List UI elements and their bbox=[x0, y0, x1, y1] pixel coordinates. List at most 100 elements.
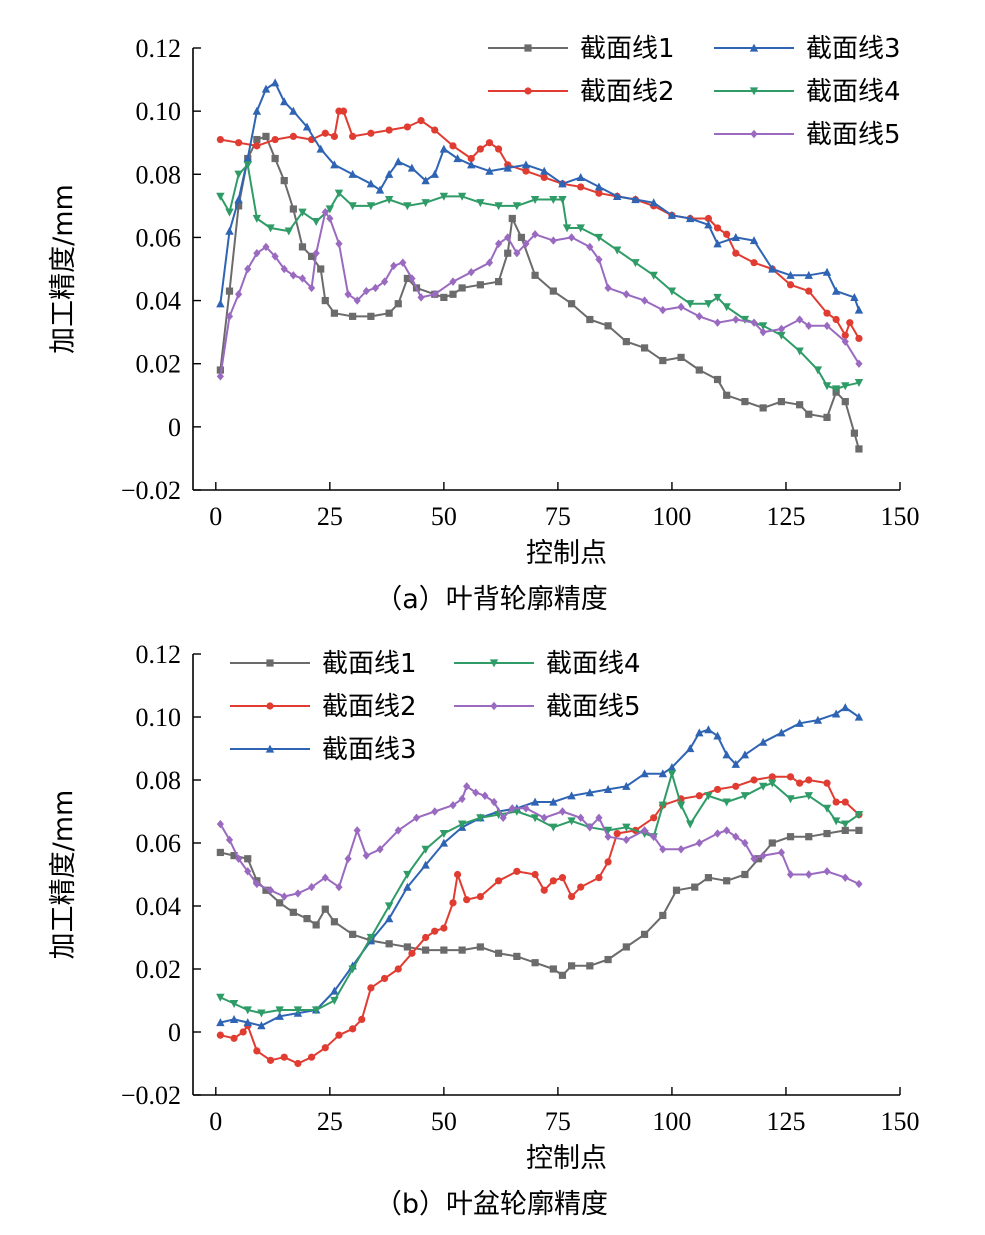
data-point bbox=[403, 870, 412, 879]
data-point bbox=[741, 398, 749, 406]
data-point bbox=[344, 854, 352, 863]
data-point bbox=[758, 322, 768, 331]
data-point bbox=[850, 293, 859, 302]
data-point bbox=[723, 391, 731, 399]
data-point bbox=[275, 1006, 284, 1015]
data-point bbox=[822, 267, 832, 276]
data-point bbox=[394, 300, 402, 308]
data-point bbox=[235, 290, 243, 299]
data-point bbox=[403, 943, 411, 951]
data-point bbox=[540, 813, 548, 822]
data-point bbox=[431, 290, 439, 299]
data-point bbox=[640, 296, 649, 305]
data-point bbox=[230, 1034, 238, 1042]
data-point bbox=[225, 312, 234, 321]
data-point bbox=[777, 728, 786, 737]
data-point bbox=[230, 852, 238, 860]
data-point bbox=[439, 192, 449, 201]
data-point bbox=[385, 940, 393, 948]
data-point bbox=[316, 144, 325, 153]
data-point bbox=[804, 270, 813, 279]
data-point bbox=[252, 214, 262, 223]
data-point bbox=[289, 271, 297, 280]
data-point bbox=[854, 379, 864, 388]
legend-marker bbox=[749, 87, 759, 96]
data-point bbox=[768, 264, 777, 273]
data-point bbox=[271, 135, 279, 144]
legend-label: 截面线3 bbox=[806, 34, 901, 64]
data-point bbox=[640, 344, 649, 352]
data-point bbox=[311, 218, 321, 227]
y-tick-label: 0.02 bbox=[136, 955, 182, 984]
data-point bbox=[855, 879, 863, 889]
chart-panel-a: 0 25 50 75 100 125 150 −0.02 0 0.02 0.04 0.06 0.08 0.… bbox=[48, 34, 920, 615]
data-point bbox=[375, 185, 385, 194]
data-point bbox=[407, 163, 417, 172]
y-tick-label: 0.10 bbox=[136, 97, 182, 126]
data-point bbox=[325, 205, 335, 214]
data-point bbox=[854, 811, 864, 820]
data-point bbox=[549, 287, 557, 295]
data-point bbox=[549, 823, 558, 832]
data-point bbox=[440, 924, 448, 932]
data-point bbox=[453, 154, 462, 163]
data-point bbox=[339, 107, 348, 115]
data-point bbox=[667, 210, 677, 219]
data-point bbox=[713, 375, 722, 384]
series-path bbox=[220, 706, 860, 1027]
data-point bbox=[758, 737, 768, 746]
data-point bbox=[394, 826, 402, 835]
data-point bbox=[243, 154, 252, 163]
legend-marker bbox=[266, 702, 274, 710]
series-line-2 bbox=[216, 773, 863, 1068]
data-point bbox=[522, 167, 530, 175]
data-point bbox=[439, 144, 449, 153]
data-point bbox=[577, 813, 585, 822]
data-point bbox=[307, 882, 316, 892]
data-point bbox=[723, 826, 731, 835]
data-point bbox=[421, 176, 430, 185]
legend-label: 截面线1 bbox=[580, 34, 675, 64]
data-point bbox=[732, 832, 740, 841]
data-point bbox=[390, 261, 398, 271]
data-point bbox=[504, 233, 512, 242]
data-point bbox=[531, 870, 539, 879]
data-point bbox=[622, 338, 630, 346]
data-point bbox=[831, 286, 841, 295]
data-point bbox=[604, 832, 612, 841]
data-point bbox=[786, 795, 795, 804]
data-point bbox=[225, 226, 234, 235]
data-point bbox=[353, 296, 361, 305]
data-point bbox=[326, 214, 334, 223]
data-point bbox=[467, 160, 476, 169]
data-point bbox=[685, 214, 695, 223]
y-tick-label: 0.04 bbox=[136, 892, 182, 921]
data-point bbox=[713, 239, 722, 248]
legend-item: 截面线2 bbox=[488, 77, 675, 107]
data-point bbox=[740, 750, 750, 759]
data-point bbox=[586, 315, 594, 324]
data-point bbox=[385, 309, 393, 317]
data-point bbox=[276, 899, 284, 907]
data-point bbox=[403, 202, 412, 211]
data-point bbox=[640, 826, 649, 835]
data-point bbox=[330, 996, 339, 1005]
y-tick-label: 0 bbox=[168, 1018, 181, 1047]
data-point bbox=[549, 797, 558, 806]
data-point bbox=[403, 123, 411, 131]
data-point bbox=[335, 239, 343, 248]
series-path bbox=[219, 163, 860, 390]
data-point bbox=[366, 179, 376, 188]
data-point bbox=[732, 249, 740, 257]
data-point bbox=[376, 845, 384, 854]
data-point bbox=[577, 883, 585, 891]
data-point bbox=[384, 902, 394, 911]
data-point bbox=[311, 1006, 321, 1015]
data-point bbox=[594, 233, 604, 242]
data-point bbox=[335, 1031, 343, 1039]
series-line-1 bbox=[216, 826, 863, 979]
data-point bbox=[344, 290, 352, 299]
data-point bbox=[695, 728, 704, 737]
data-point bbox=[225, 835, 234, 845]
series-line-4 bbox=[216, 770, 864, 1018]
